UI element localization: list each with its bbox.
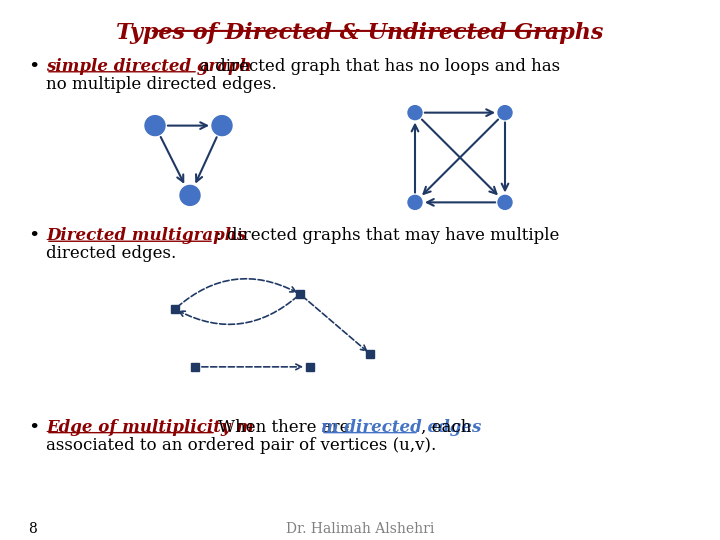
Text: a directed graph that has no loops and has: a directed graph that has no loops and h… xyxy=(200,58,560,75)
Circle shape xyxy=(498,195,512,210)
Circle shape xyxy=(408,106,422,120)
Text: •: • xyxy=(28,227,40,245)
FancyArrowPatch shape xyxy=(177,279,296,307)
Text: 8: 8 xyxy=(28,522,37,536)
Circle shape xyxy=(498,106,512,120)
Bar xyxy=(366,350,374,358)
FancyArrowPatch shape xyxy=(179,296,298,325)
Text: Types of Directed & Undirected Graphs: Types of Directed & Undirected Graphs xyxy=(117,22,603,44)
Circle shape xyxy=(408,195,422,210)
Text: simple directed graph: simple directed graph xyxy=(46,58,258,75)
Text: m directed edges: m directed edges xyxy=(321,418,482,436)
Text: Dr. Halimah Alshehri: Dr. Halimah Alshehri xyxy=(286,522,434,536)
Bar xyxy=(171,305,179,313)
Text: •: • xyxy=(28,58,40,76)
Text: Edge of multiplicity m: Edge of multiplicity m xyxy=(46,418,260,436)
Bar xyxy=(306,363,314,371)
FancyArrowPatch shape xyxy=(302,296,366,351)
Text: Directed multigraphs: Directed multigraphs xyxy=(46,227,246,244)
Text: directed edges.: directed edges. xyxy=(46,245,176,262)
Text: associated to an ordered pair of vertices (u,v).: associated to an ordered pair of vertice… xyxy=(46,437,436,454)
Bar xyxy=(191,363,199,371)
Text: When there are: When there are xyxy=(218,418,355,436)
Circle shape xyxy=(212,116,232,136)
Text: , each: , each xyxy=(421,418,472,436)
Circle shape xyxy=(145,116,165,136)
Text: •: • xyxy=(28,418,40,437)
Bar xyxy=(296,290,304,298)
Text: no multiple directed edges.: no multiple directed edges. xyxy=(46,76,276,93)
Circle shape xyxy=(180,185,200,205)
Text: : directed graphs that may have multiple: : directed graphs that may have multiple xyxy=(216,227,559,244)
